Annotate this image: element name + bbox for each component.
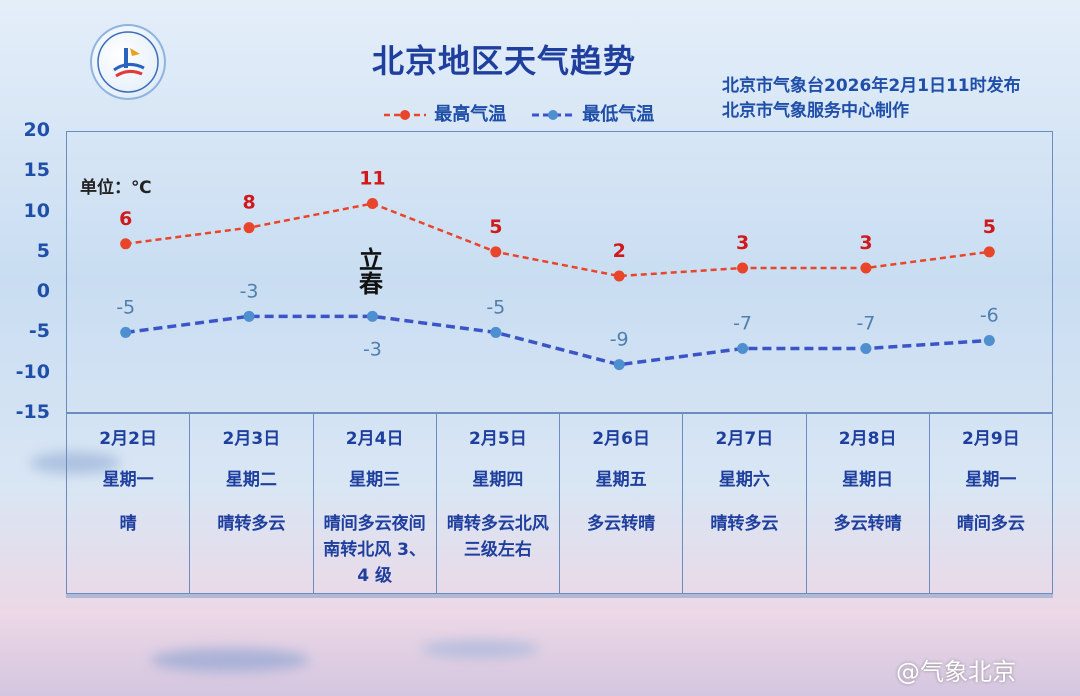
meteorological-service-logo [90, 24, 166, 100]
forecast-weekday: 星期二 [225, 470, 277, 490]
unit-label: 单位：℃ [80, 178, 152, 198]
forecast-date: 2月7日 [715, 429, 774, 449]
forecast-date: 2月8日 [838, 429, 897, 449]
high-temp-point [366, 198, 378, 210]
forecast-condition: 晴 [119, 514, 137, 534]
y-tick-label: 0 [36, 280, 50, 303]
forecast-date: 2月4日 [345, 429, 404, 449]
forecast-weekday: 星期五 [595, 470, 647, 490]
forecast-day-column: 2月2日星期一晴 [67, 414, 191, 593]
plot-area [66, 131, 1053, 413]
low-temp-point [983, 334, 995, 346]
low-temp-data-label: -3 [363, 338, 382, 360]
forecast-date: 2月2日 [99, 429, 157, 449]
page-title: 北京地区天气趋势 [372, 42, 637, 80]
forecast-table: 2月2日 星期一晴 2月3日 星期二 晴转多云 2月4日 星期三 晴间多云夜间南转北风 3、4… [66, 413, 1053, 594]
forecast-condition: 多云转晴 [833, 514, 902, 534]
high-temp-data-label: 5 [489, 216, 502, 238]
forecast-condition: 晴转多云 [710, 514, 779, 534]
low-temp-data-label: -5 [116, 296, 135, 318]
high-temp-point [983, 246, 995, 258]
legend-low-swatch-icon [532, 110, 574, 120]
producer-line: 北京市气象服务中心制作 [722, 101, 909, 121]
high-temp-line [125, 202, 990, 278]
forecast-day-column: 2月4日星期三晴间多云夜间南转北风 3、4 级 [314, 414, 437, 593]
high-temp-data-label: 6 [119, 208, 132, 230]
y-tick-label: 20 [23, 119, 50, 141]
forecast-condition: 晴转多云 [217, 514, 286, 534]
low-temp-data-label: -7 [733, 313, 752, 335]
table-shadow [66, 594, 1053, 598]
legend-high-swatch-icon [384, 110, 426, 120]
forecast-weekday: 星期三 [349, 470, 401, 490]
low-temp-data-label: -3 [240, 280, 259, 302]
forecast-day-column: 2月5日星期四晴转多云北风三级左右 [437, 414, 560, 593]
y-tick-label: 15 [23, 159, 50, 182]
forecast-date: 2月6日 [592, 429, 650, 449]
forecast-date: 2月3日 [222, 429, 281, 449]
low-temp-data-label: -9 [610, 329, 629, 351]
low-temp-point [613, 359, 625, 371]
y-tick-label: 5 [36, 239, 50, 262]
forecast-condition: 晴间多云夜间南转北风 3、4 级 [323, 514, 426, 586]
y-tick-label: -15 [15, 401, 50, 423]
forecast-day-column: 2月9日星期一晴间多云 [930, 414, 1052, 593]
high-temp-data-label: 5 [983, 216, 996, 238]
y-tick-label: -10 [15, 360, 50, 383]
forecast-day-column: 2月8日星期日多云转晴 [807, 414, 930, 593]
low-temp-point [860, 343, 872, 355]
forecast-condition: 晴间多云 [956, 514, 1025, 534]
background-cloud [150, 648, 310, 672]
issuer-info: 北京市气象台2026年2月1日11时发布 北京市气象服务中心制作 [722, 74, 1021, 124]
forecast-day-column: 2月7日星期六晴转多云 [683, 414, 807, 593]
high-temp-point [860, 262, 872, 274]
watermark: @气象北京 [896, 658, 1016, 686]
solar-term-text: 立春 [359, 245, 383, 298]
solar-term-stamp: 立春 [357, 248, 385, 296]
low-temp-point [490, 326, 502, 338]
high-temp-data-label: 8 [242, 192, 255, 214]
legend-item-high: 最高气温 [382, 100, 506, 127]
issuer-line: 北京市气象台2026年2月1日11时发布 [722, 76, 1021, 96]
legend-low-label: 最低气温 [582, 104, 655, 125]
low-temp-data-label: -6 [980, 304, 999, 326]
forecast-weekday: 星期一 [102, 470, 154, 490]
high-temp-data-label: 3 [859, 232, 872, 254]
high-temp-data-label: 3 [736, 232, 749, 254]
forecast-weekday: 星期六 [718, 470, 770, 490]
high-temp-data-label: 2 [613, 240, 626, 262]
high-temp-point [737, 262, 749, 274]
low-temp-data-label: -5 [486, 296, 505, 318]
high-temp-data-label: 11 [359, 168, 385, 190]
legend-item-low: 最低气温 [530, 100, 654, 127]
high-temp-point [490, 246, 502, 258]
low-temp-point [120, 326, 132, 338]
y-tick-label: -5 [28, 320, 50, 343]
legend-high-label: 最高气温 [434, 104, 507, 125]
low-temp-line [125, 314, 990, 367]
forecast-weekday: 星期日 [842, 470, 894, 490]
logo-emblem-icon [97, 31, 159, 93]
forecast-day-column: 2月6日星期五多云转晴 [560, 414, 684, 593]
forecast-weekday: 星期一 [965, 470, 1017, 490]
high-temp-point [613, 270, 625, 282]
forecast-date: 2月9日 [962, 429, 1020, 449]
forecast-weekday: 星期四 [472, 470, 524, 490]
forecast-date: 2月5日 [469, 429, 527, 449]
background-cloud [30, 452, 120, 474]
background-cloud [420, 640, 540, 658]
low-temp-point [243, 310, 255, 322]
y-tick-label: 10 [23, 199, 50, 222]
forecast-condition: 多云转晴 [587, 514, 656, 534]
low-temp-data-label: -7 [856, 313, 875, 335]
forecast-condition: 晴转多云北风三级左右 [446, 514, 549, 560]
low-temp-point [366, 310, 378, 322]
low-temp-point [737, 343, 749, 355]
forecast-day-column: 2月3日星期二晴转多云 [190, 414, 314, 593]
high-temp-point [120, 238, 132, 250]
high-temp-point [243, 222, 255, 234]
